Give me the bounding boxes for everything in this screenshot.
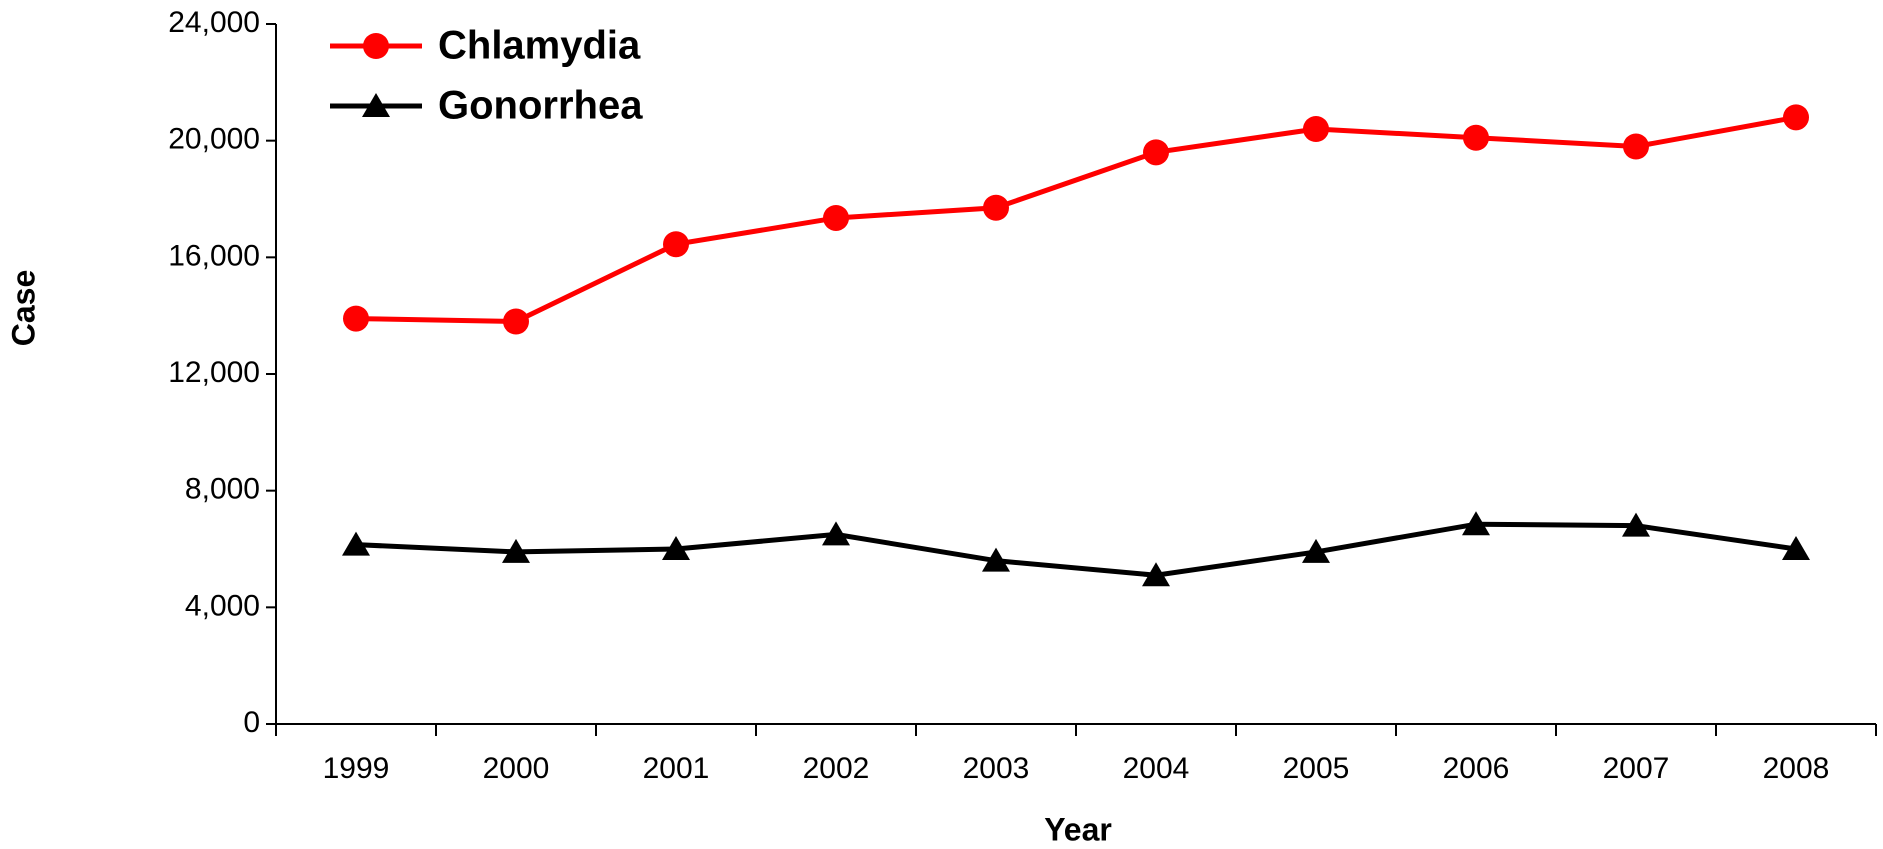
x-tick-label: 2000 xyxy=(483,752,550,785)
series-line xyxy=(355,521,1797,578)
point xyxy=(1782,536,1810,560)
legend-label: Chlamydia xyxy=(438,24,641,68)
y-tick-label: 8,000 xyxy=(185,473,260,506)
y-axis-title: Case xyxy=(5,270,41,347)
x-tick-label: 1999 xyxy=(323,752,390,785)
point xyxy=(502,538,530,563)
y-tick-label: 24,000 xyxy=(168,6,260,39)
point xyxy=(1462,511,1490,536)
point xyxy=(983,194,1009,221)
point xyxy=(982,547,1010,572)
y-tick-label: 20,000 xyxy=(168,123,260,156)
x-axis-title: Year xyxy=(1044,811,1112,847)
point xyxy=(1622,512,1650,537)
x-tick-label: 2002 xyxy=(803,752,870,785)
y-tick-label: 12,000 xyxy=(168,356,260,389)
x-tick-label: 2003 xyxy=(963,752,1030,785)
point xyxy=(662,536,690,560)
y-tick-label: 0 xyxy=(243,706,260,739)
point xyxy=(1142,562,1170,587)
point xyxy=(663,231,689,258)
point xyxy=(822,521,850,546)
point xyxy=(343,305,369,332)
point xyxy=(342,531,370,556)
x-tick-label: 2001 xyxy=(643,752,710,785)
y-tick-label: 4,000 xyxy=(185,589,260,622)
point xyxy=(503,308,529,335)
legend-label: Gonorrhea xyxy=(438,84,643,128)
point xyxy=(1302,538,1330,563)
point xyxy=(1143,139,1169,166)
point xyxy=(823,204,849,231)
y-tick-label: 16,000 xyxy=(168,239,260,272)
x-tick-label: 2004 xyxy=(1123,752,1190,785)
point xyxy=(1623,133,1649,160)
x-tick-label: 2005 xyxy=(1283,752,1350,785)
legend-marker xyxy=(363,33,389,59)
series-line xyxy=(355,114,1797,325)
point xyxy=(1463,124,1489,151)
x-tick-label: 2008 xyxy=(1763,752,1830,785)
point xyxy=(1783,104,1809,131)
x-tick-label: 2006 xyxy=(1443,752,1510,785)
legend-marker xyxy=(362,93,390,117)
x-tick-label: 2007 xyxy=(1603,752,1670,785)
point xyxy=(1303,116,1329,142)
